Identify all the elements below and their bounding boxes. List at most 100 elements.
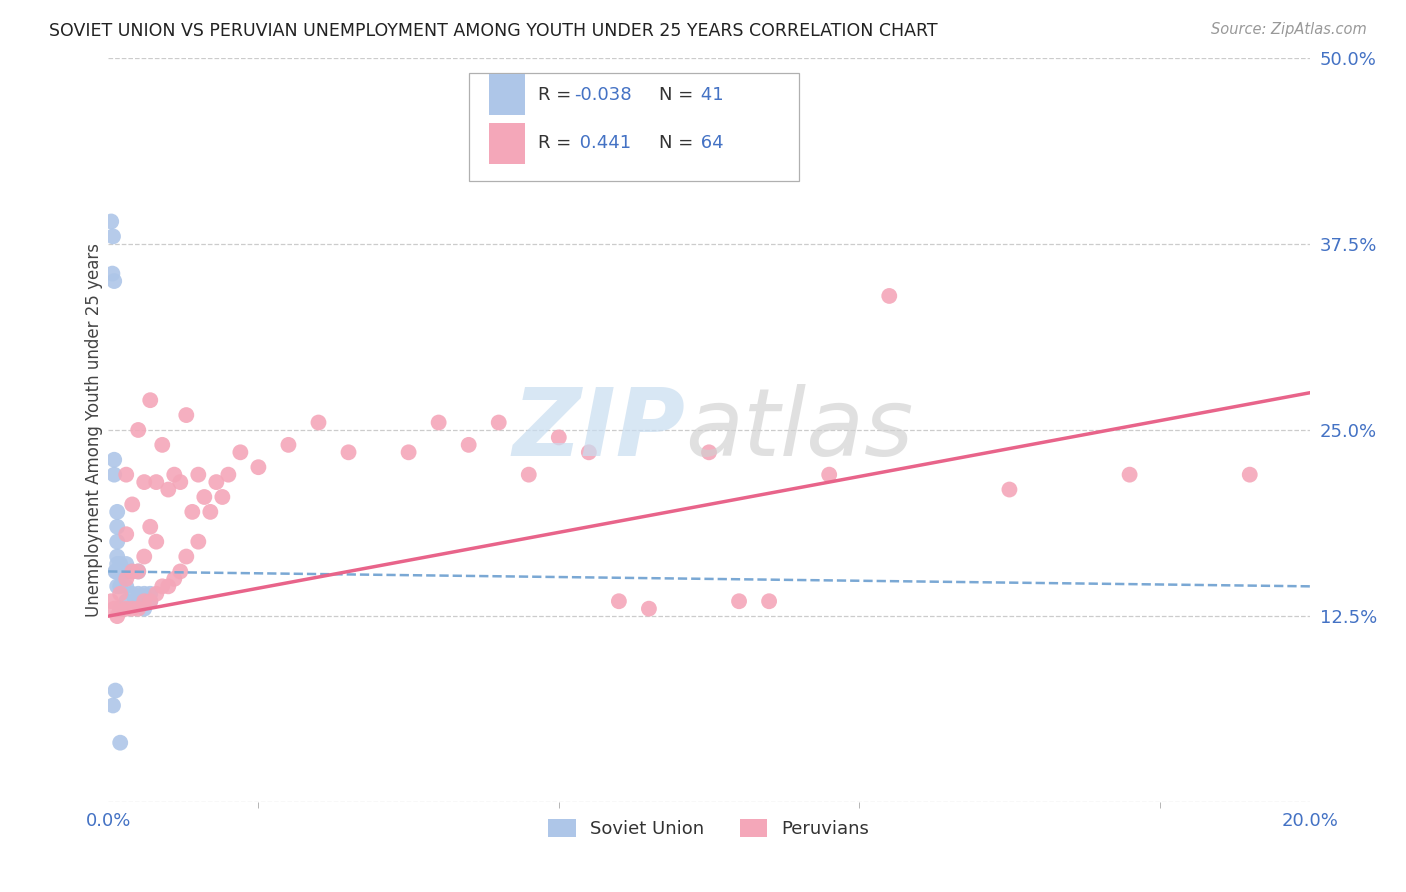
Point (108, 736, 131, 750)
Point (200, 505, 222, 519)
Point (163, 572, 186, 586)
Text: Source: ZipAtlas.com: Source: ZipAtlas.com (1211, 22, 1367, 37)
Point (134, 475, 156, 489)
Text: R =: R = (538, 135, 578, 153)
Point (427, 416, 450, 430)
Point (127, 423, 149, 437)
Point (488, 416, 510, 430)
FancyBboxPatch shape (489, 74, 526, 115)
Point (115, 565, 138, 579)
Point (101, 267, 124, 281)
Point (134, 594, 156, 608)
Point (115, 579, 138, 593)
Point (101, 229, 124, 244)
Legend: Soviet Union, Peruvians: Soviet Union, Peruvians (541, 812, 877, 846)
Point (139, 520, 162, 534)
Point (398, 445, 420, 459)
Point (139, 594, 162, 608)
FancyBboxPatch shape (468, 72, 799, 180)
Point (1239, 467, 1261, 482)
Point (169, 565, 191, 579)
Point (105, 565, 128, 579)
Text: -0.038: -0.038 (575, 86, 633, 103)
Point (124, 594, 146, 608)
Point (308, 416, 330, 430)
Point (1118, 467, 1140, 482)
Text: 41: 41 (695, 86, 723, 103)
Point (105, 549, 128, 564)
Point (728, 594, 751, 608)
Text: atlas: atlas (685, 384, 914, 475)
Point (121, 601, 143, 615)
Point (547, 430, 569, 444)
Point (115, 594, 138, 608)
Point (127, 565, 149, 579)
Point (105, 557, 128, 571)
Point (115, 565, 138, 579)
Point (121, 587, 143, 601)
Point (150, 438, 173, 452)
Point (607, 594, 630, 608)
Point (337, 445, 360, 459)
Point (157, 483, 180, 497)
Point (108, 557, 131, 571)
Point (105, 565, 128, 579)
Text: SOVIET UNION VS PERUVIAN UNEMPLOYMENT AMONG YOUTH UNDER 25 YEARS CORRELATION CHA: SOVIET UNION VS PERUVIAN UNEMPLOYMENT AM… (49, 22, 938, 40)
Point (139, 587, 162, 601)
Point (277, 438, 299, 452)
Point (103, 601, 125, 615)
Point (139, 594, 162, 608)
Text: 64: 64 (695, 135, 723, 153)
Point (105, 520, 128, 534)
Point (115, 572, 138, 586)
Point (169, 475, 191, 489)
Point (121, 498, 143, 512)
Point (229, 445, 252, 459)
Point (104, 565, 127, 579)
Point (100, 214, 122, 228)
Point (121, 565, 143, 579)
Point (115, 527, 138, 541)
Point (145, 475, 167, 489)
Point (578, 445, 600, 459)
Point (101, 698, 124, 713)
Point (457, 438, 479, 452)
Point (115, 467, 138, 482)
Point (758, 594, 780, 608)
Point (157, 579, 180, 593)
Point (103, 452, 125, 467)
Point (121, 565, 143, 579)
Point (108, 565, 131, 579)
Point (998, 483, 1021, 497)
Point (134, 587, 156, 601)
Point (176, 549, 198, 564)
Point (176, 408, 198, 422)
Point (108, 601, 131, 615)
Point (127, 565, 149, 579)
Point (145, 534, 167, 549)
Text: R =: R = (538, 86, 578, 103)
Point (217, 467, 239, 482)
Point (697, 445, 720, 459)
Point (108, 587, 131, 601)
Point (108, 565, 131, 579)
FancyBboxPatch shape (489, 123, 526, 164)
Point (187, 467, 209, 482)
Point (638, 601, 661, 615)
Point (108, 601, 131, 615)
Point (105, 534, 128, 549)
Point (129, 594, 152, 608)
Point (181, 505, 204, 519)
Text: ZIP: ZIP (512, 384, 685, 476)
Point (108, 579, 131, 593)
Point (187, 534, 209, 549)
Point (103, 467, 125, 482)
Point (139, 393, 162, 408)
Point (105, 505, 128, 519)
Text: 0.441: 0.441 (575, 135, 631, 153)
Point (108, 565, 131, 579)
Point (193, 490, 215, 504)
Point (115, 557, 138, 571)
Point (105, 609, 128, 624)
Point (163, 467, 186, 482)
